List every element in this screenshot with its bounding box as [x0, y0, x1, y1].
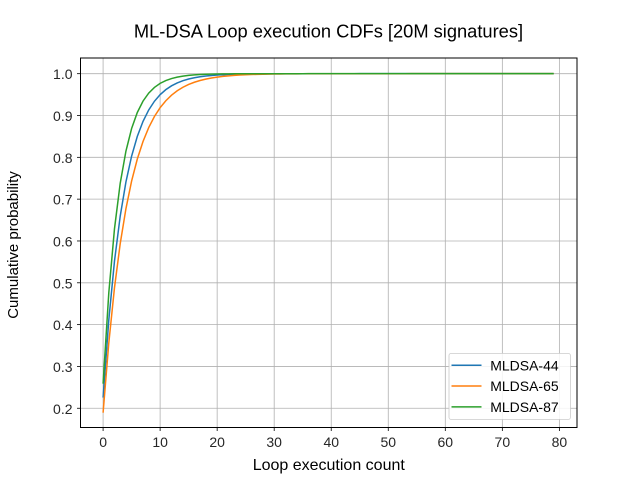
svg-text:0.5: 0.5: [53, 275, 73, 291]
svg-text:30: 30: [266, 434, 282, 450]
svg-text:0.4: 0.4: [53, 317, 73, 333]
svg-text:20: 20: [209, 434, 225, 450]
svg-text:MLDSA-65: MLDSA-65: [490, 378, 559, 394]
svg-text:0.8: 0.8: [53, 150, 73, 166]
svg-text:0.6: 0.6: [53, 233, 73, 249]
svg-text:1.0: 1.0: [53, 66, 73, 82]
svg-text:MLDSA-44: MLDSA-44: [490, 357, 559, 373]
svg-text:70: 70: [495, 434, 511, 450]
svg-text:80: 80: [552, 434, 568, 450]
svg-text:10: 10: [152, 434, 168, 450]
svg-text:0.9: 0.9: [53, 108, 73, 124]
svg-text:0.3: 0.3: [53, 359, 73, 375]
svg-text:MLDSA-87: MLDSA-87: [490, 399, 559, 415]
svg-text:Cumulative probability: Cumulative probability: [5, 171, 22, 319]
svg-text:60: 60: [438, 434, 454, 450]
svg-text:40: 40: [323, 434, 339, 450]
svg-text:0.2: 0.2: [53, 401, 73, 417]
svg-text:ML-DSA Loop execution CDFs [20: ML-DSA Loop execution CDFs [20M signatur…: [134, 21, 523, 42]
svg-text:0: 0: [99, 434, 107, 450]
svg-text:50: 50: [380, 434, 396, 450]
svg-text:0.7: 0.7: [53, 192, 73, 208]
svg-text:Loop execution count: Loop execution count: [253, 457, 406, 474]
